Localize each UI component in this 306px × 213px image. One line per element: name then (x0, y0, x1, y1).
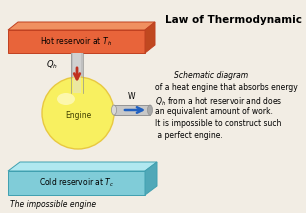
Polygon shape (145, 22, 155, 53)
Text: $Q_h$: $Q_h$ (46, 59, 58, 71)
Polygon shape (8, 162, 157, 171)
Polygon shape (8, 171, 145, 195)
Text: It is impossible to construct such: It is impossible to construct such (155, 119, 282, 128)
Text: The impossible engine: The impossible engine (10, 200, 96, 209)
Polygon shape (8, 22, 155, 30)
Text: an equivalent amount of work.: an equivalent amount of work. (155, 107, 273, 116)
Ellipse shape (147, 105, 152, 115)
Text: of a heat engine that absorbs energy: of a heat engine that absorbs energy (155, 83, 298, 92)
Text: a perfect engine.: a perfect engine. (155, 131, 223, 140)
Polygon shape (145, 162, 157, 195)
Text: Schematic diagram: Schematic diagram (174, 71, 248, 80)
Text: Hot reservoir at $T_h$: Hot reservoir at $T_h$ (40, 35, 113, 48)
Polygon shape (114, 105, 150, 115)
Circle shape (42, 77, 114, 149)
Text: Cold reservoir at $T_c$: Cold reservoir at $T_c$ (39, 177, 114, 189)
Text: W: W (128, 92, 136, 101)
Ellipse shape (111, 105, 117, 115)
Text: Engine: Engine (65, 111, 91, 119)
Ellipse shape (57, 93, 75, 105)
Text: Law of Thermodynamic: Law of Thermodynamic (165, 15, 302, 25)
Text: $Q_h$ from a hot reservoir and does: $Q_h$ from a hot reservoir and does (155, 95, 282, 108)
Polygon shape (8, 30, 145, 53)
